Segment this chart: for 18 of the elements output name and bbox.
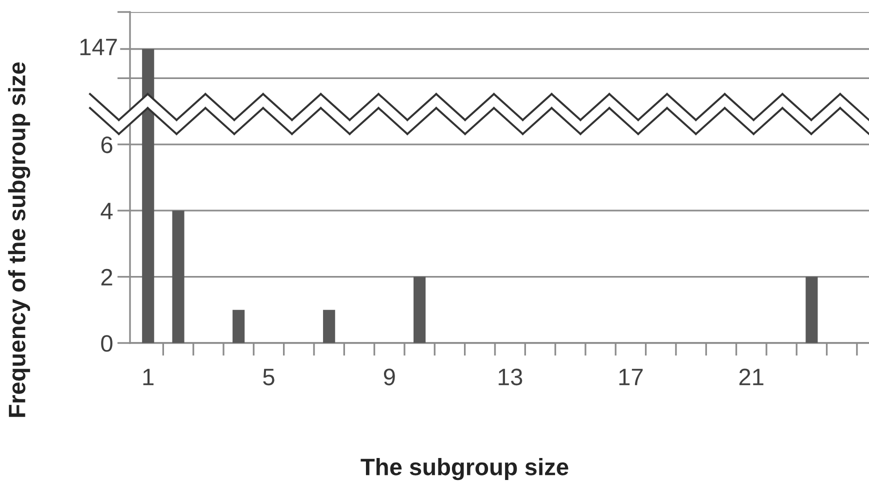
- x-tick-label: 5: [263, 368, 274, 386]
- x-tick-label: 1: [143, 368, 154, 386]
- x-tick-label: 9: [384, 368, 395, 386]
- bar: [806, 276, 818, 343]
- bar: [172, 210, 184, 343]
- y-axis-title: Frequency of the subgroup size: [8, 62, 30, 417]
- bar: [323, 310, 336, 343]
- y-tick-label: 0: [101, 335, 112, 352]
- bar: [232, 310, 245, 343]
- y-tick-label: 2: [101, 268, 112, 286]
- x-axis-title: The subgroup size: [360, 458, 568, 480]
- x-tick-label: 21: [739, 368, 764, 386]
- x-tick-label: 13: [498, 368, 522, 386]
- text: 147: [80, 38, 117, 56]
- x-tick-label: 17: [619, 368, 643, 386]
- bar: [414, 276, 426, 343]
- y-tick-label: 6: [101, 136, 112, 154]
- y-tick-label: 4: [100, 202, 113, 220]
